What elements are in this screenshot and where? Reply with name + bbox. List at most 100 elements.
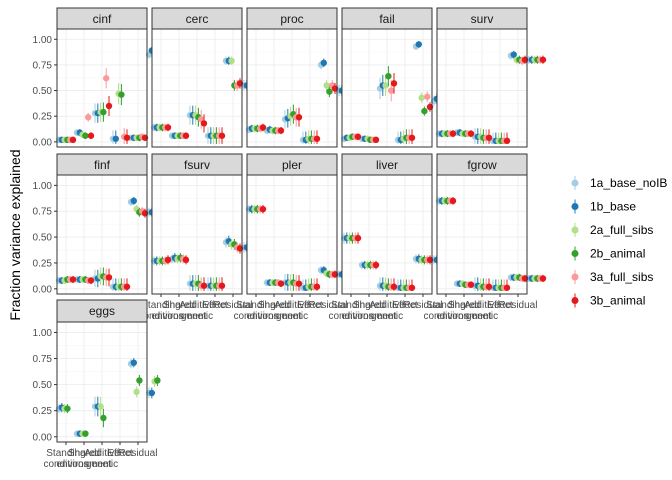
point-fsurv-3b_animal: [182, 256, 190, 264]
panel-surv: surv: [435, 7, 547, 148]
point-cerc-3b_animal: [218, 132, 226, 139]
x-tick-label: Shared environment: [56, 448, 111, 470]
point-fail-3a_full_sibs: [388, 87, 395, 94]
y-tick-label: 0.75: [33, 354, 53, 365]
x-tick-label: Additive genetic: [179, 300, 215, 322]
point-finf-3b_animal: [105, 274, 113, 281]
y-tick-label: 1.00: [33, 181, 53, 192]
x-tick-label: Residual: [404, 300, 443, 311]
point-cinf-2b_animal: [118, 91, 125, 98]
point-fgrow-3b_animal: [503, 284, 511, 291]
point-eggs-2b_animal: [64, 405, 71, 412]
x-tick-label: Effect: [202, 300, 228, 311]
x-tick-label: Shared environment: [246, 300, 301, 322]
point-surv-3b_animal: [485, 134, 493, 141]
legend-item-2b_animal: 2b_animal: [571, 246, 645, 261]
point-proc-3b_animal: [295, 114, 303, 121]
point-cinf-2b_animal: [82, 132, 89, 139]
legend-label: 2b_animal: [590, 247, 645, 261]
x-tick-label: Additive genetic: [274, 300, 310, 322]
point-cerc-2a_full_sibs: [228, 57, 235, 65]
point-fail-2a_full_sibs: [418, 94, 425, 101]
panel-cerc: cerc: [150, 7, 262, 148]
strip-label-fgrow: fgrow: [467, 158, 497, 172]
legend-key-point: [571, 297, 579, 304]
legend: 1a_base_noIB 1b_base 2a_full_sibs 2b_animal…: [571, 176, 667, 308]
panel-border: [341, 28, 433, 148]
point-cerc-3b_animal: [200, 120, 208, 127]
strip-label-cinf: cinf: [93, 12, 112, 26]
x-tick-label: Additive genetic: [369, 300, 405, 322]
point-fsurv-3b_animal: [164, 256, 172, 264]
strip-label-finf: finf: [94, 158, 111, 172]
x-tick-label: Additive genetic: [84, 448, 120, 470]
x-tick-label: Shared environment: [436, 300, 491, 322]
strip-label-cerc: cerc: [186, 12, 209, 26]
x-tick-label: Standing conditions: [233, 300, 278, 322]
x-tick-label: Shared environment: [151, 300, 206, 322]
point-fail-1b_base: [415, 41, 422, 48]
x-tick-label: Effect: [107, 448, 133, 459]
strip-label-surv: surv: [471, 12, 494, 26]
panel-eggs: eggs 0.00 0.25 0.50 0.75 1.00 Standing conditio…: [33, 299, 161, 470]
point-cinf-3a_full_sibs: [85, 114, 92, 121]
point-fgrow-3b_animal: [467, 281, 475, 288]
point-finf-3b_animal: [69, 276, 77, 283]
y-tick-label: 0.25: [33, 258, 53, 269]
point-finf-1b_base: [130, 197, 137, 205]
y-tick-label: 0.00: [33, 284, 53, 295]
legend-label: 3a_full_sibs: [590, 270, 653, 284]
point-cinf-1b_base: [112, 135, 120, 142]
x-tick-label: Effect: [392, 300, 418, 311]
x-tick-label: Residual: [119, 448, 158, 459]
y-tick-label: 0.50: [33, 86, 53, 97]
legend-key-point: [571, 250, 579, 257]
point-cinf-3b_animal: [123, 134, 131, 141]
point-fgrow-3b_animal: [539, 275, 547, 282]
point-surv-3b_animal: [503, 137, 511, 145]
legend-label: 2a_full_sibs: [590, 223, 653, 237]
legend-item-1a_base_noIB: 1a_base_noIB: [571, 176, 667, 190]
point-fail-2b_animal: [385, 73, 392, 80]
legend-label: 3b_animal: [590, 294, 645, 308]
point-fsurv-3b_animal: [218, 282, 226, 289]
point-finf-3b_animal: [123, 283, 131, 290]
point-pler-3b_animal: [277, 280, 285, 287]
y-tick-label: 0.75: [33, 60, 53, 71]
point-proc-2a_full_sibs: [323, 82, 330, 89]
point-cinf-3b_animal: [105, 102, 113, 110]
point-liver-3b_animal: [372, 261, 380, 269]
point-cerc-3b_animal: [164, 124, 172, 131]
point-cinf-3b_animal: [87, 132, 95, 139]
y-tick-label: 0.50: [33, 380, 53, 391]
strip-label-fsurv: fsurv: [184, 158, 210, 172]
y-tick-label: 1.00: [33, 35, 53, 46]
x-tick-label: Standing conditions: [423, 300, 468, 322]
legend-key-point: [571, 273, 579, 281]
x-tick-label: Effect: [297, 300, 323, 311]
point-eggs-2b_animal: [136, 377, 143, 384]
point-surv-1b_base: [510, 51, 517, 58]
strip-label-fail: fail: [379, 12, 394, 26]
legend-label: 1b_base: [590, 200, 636, 214]
y-tick-label: 1.00: [33, 328, 53, 339]
panel-border: [151, 28, 243, 148]
strip-label-proc: proc: [280, 12, 303, 26]
legend-key-point: [571, 226, 579, 234]
facet-panels: cinf 0.00 0.25 0.50 0.75 1.00 cerc proc fail surv…: [33, 7, 547, 470]
panel-proc: proc: [245, 7, 357, 148]
strip-label-eggs: eggs: [89, 304, 115, 318]
panel-cinf: cinf 0.00 0.25 0.50 0.75 1.00: [33, 7, 167, 148]
point-eggs-2b_animal: [100, 414, 107, 422]
point-fail-3a_full_sibs: [424, 93, 431, 100]
panel-border: [56, 174, 148, 295]
x-tick-label: Standing conditions: [138, 300, 183, 322]
point-pler-3b_animal: [259, 205, 267, 213]
point-proc-1b_base: [320, 59, 327, 67]
x-tick-label: Additive genetic: [464, 300, 500, 322]
point-eggs-1b_base: [130, 359, 137, 366]
